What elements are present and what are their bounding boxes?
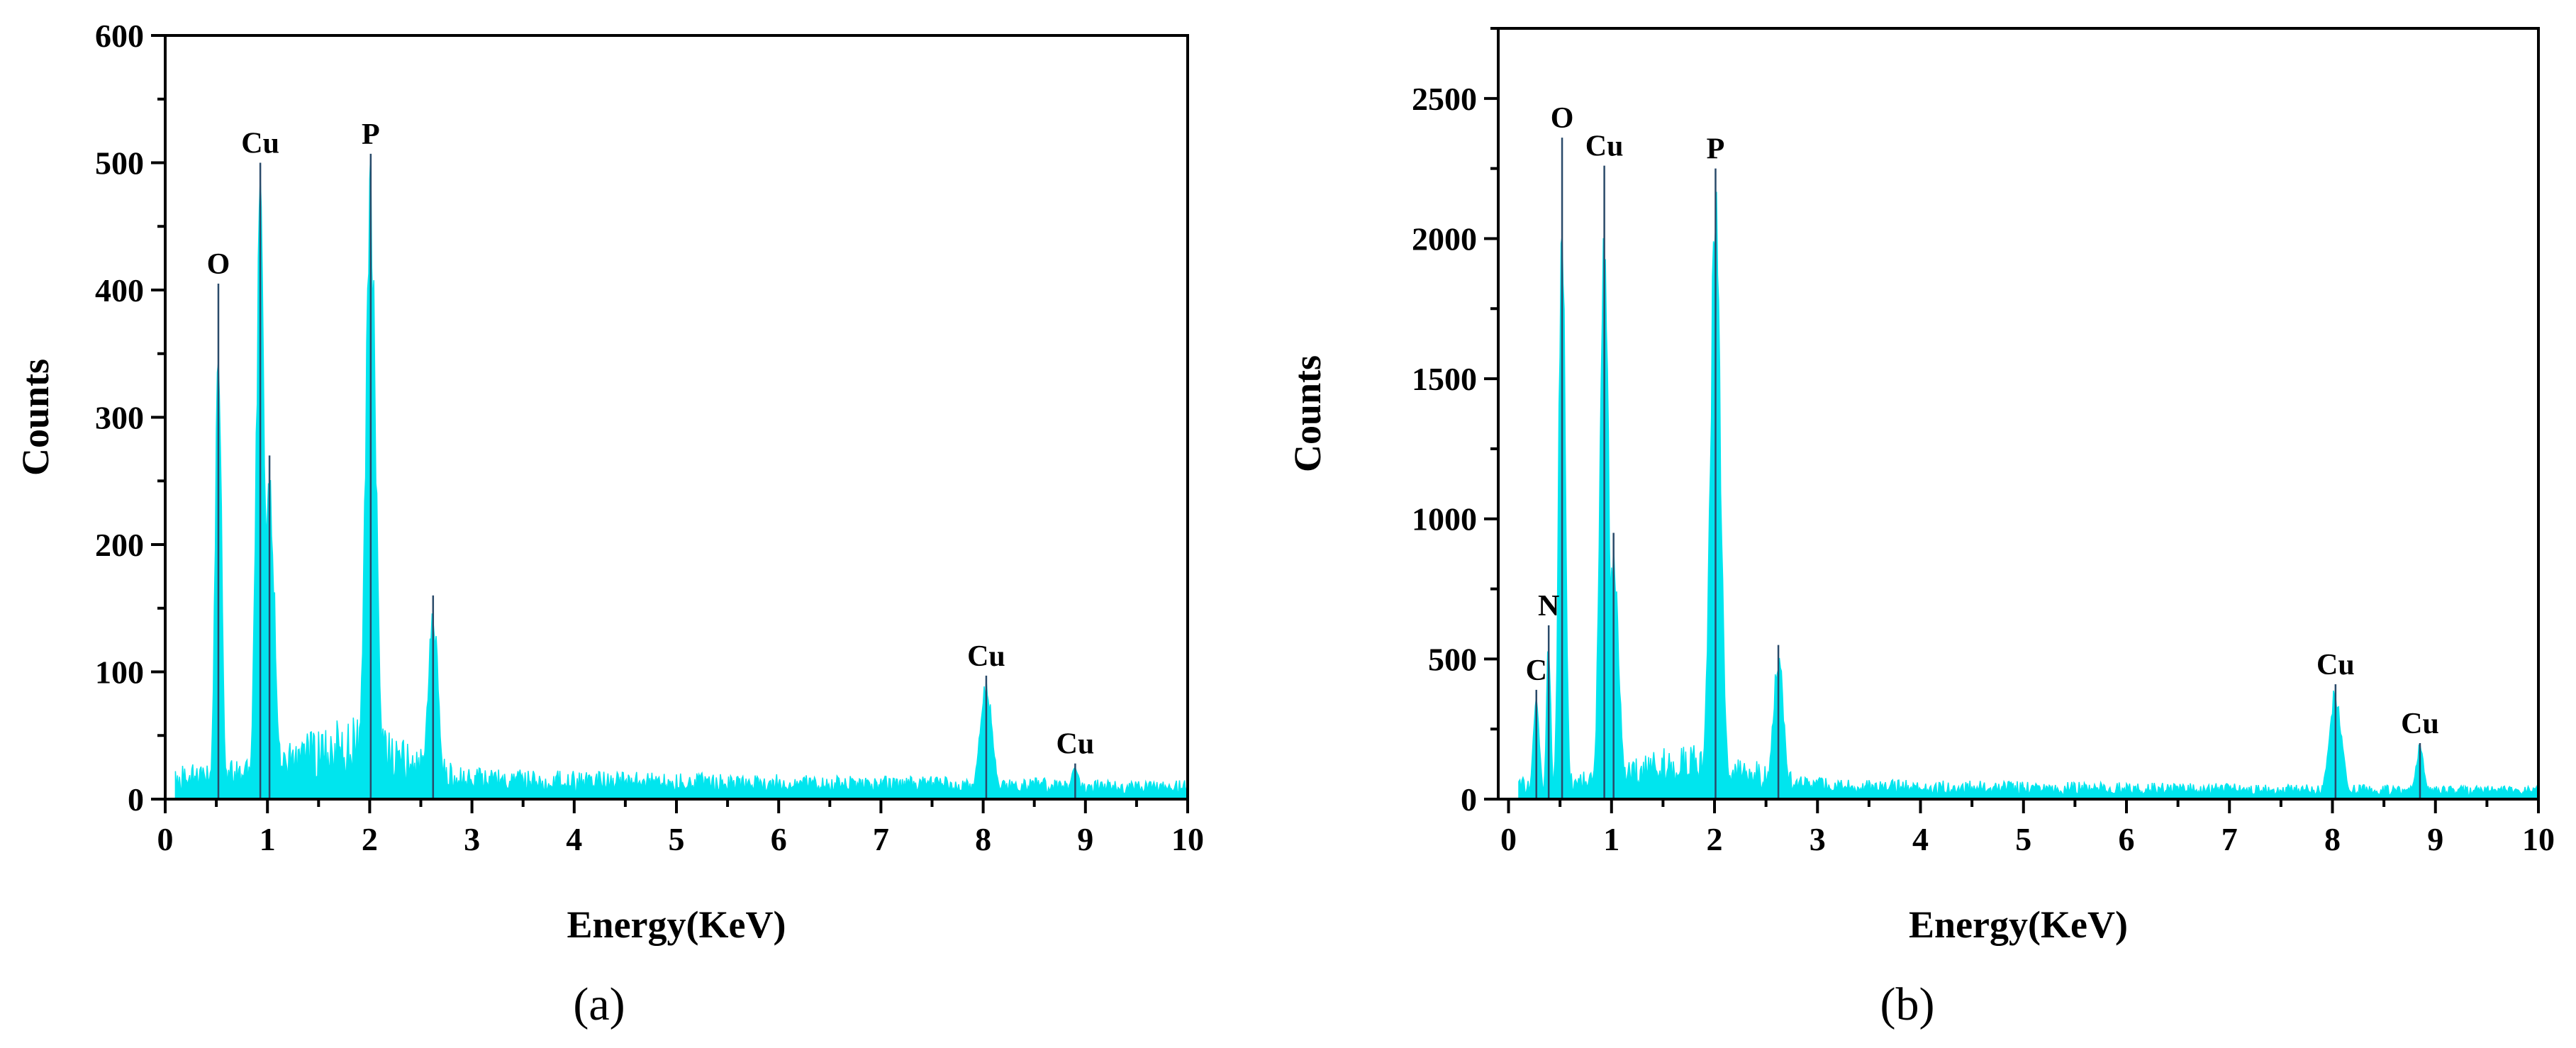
panel-label-a: (a) xyxy=(573,979,625,1030)
spectrum-area-a xyxy=(174,154,1188,800)
peak-label-b-2: O xyxy=(1551,102,1574,135)
y-tick-label-a-3: 300 xyxy=(95,400,144,436)
x-axis-title-b: Energy(KeV) xyxy=(1909,903,2128,946)
y-tick-label-a-6: 600 xyxy=(95,18,144,54)
peak-label-b-5: P xyxy=(1707,133,1725,166)
x-tick-label-a-9: 9 xyxy=(1077,821,1093,857)
x-tick-label-b-5: 5 xyxy=(2015,821,2031,857)
x-tick-label-b-10: 10 xyxy=(2522,821,2555,857)
x-tick-label-a-5: 5 xyxy=(669,821,685,857)
x-tick-label-a-4: 4 xyxy=(566,821,582,857)
y-tick-label-a-0: 0 xyxy=(128,781,144,818)
peak-label-b-0: C xyxy=(1526,654,1547,687)
x-tick-label-a-6: 6 xyxy=(771,821,787,857)
x-tick-label-b-7: 7 xyxy=(2221,821,2238,857)
x-tick-label-b-2: 2 xyxy=(1707,821,1723,857)
x-tick-label-a-2: 2 xyxy=(362,821,378,857)
panel-label-b: (b) xyxy=(1880,979,1935,1030)
x-tick-label-a-7: 7 xyxy=(873,821,889,857)
x-tick-label-b-8: 8 xyxy=(2324,821,2341,857)
x-tick-label-a-10: 10 xyxy=(1171,821,1204,857)
x-tick-label-a-0: 0 xyxy=(157,821,174,857)
peak-label-a-1: Cu xyxy=(241,128,279,160)
y-tick-label-b-1: 500 xyxy=(1428,641,1477,677)
y-tick-label-b-0: 0 xyxy=(1461,781,1477,818)
y-tick-label-a-5: 500 xyxy=(95,145,144,182)
panel-b-chart: CN O Cu P Cu Cu 0 1 2 3 4 5 6 7 8 9 10 0 500 1000 1500 2000 25… xyxy=(1286,27,2555,1030)
y-axis-title-a: Counts xyxy=(14,359,57,476)
peak-label-b-1: N xyxy=(1538,590,1559,623)
y-tick-label-b-4: 2000 xyxy=(1412,221,1477,257)
y-tick-label-b-2: 1000 xyxy=(1412,501,1477,537)
y-tick-label-b-5: 2500 xyxy=(1412,81,1477,117)
x-tick-label-b-9: 9 xyxy=(2427,821,2443,857)
y-axis-title-b: Counts xyxy=(1286,355,1329,472)
y-tick-label-b-3: 1500 xyxy=(1412,361,1477,397)
peak-label-a-3: P xyxy=(362,118,380,151)
x-tick-label-a-8: 8 xyxy=(975,821,991,857)
x-tick-label-b-3: 3 xyxy=(1810,821,1826,857)
x-tick-label-b-6: 6 xyxy=(2119,821,2135,857)
x-tick-label-b-4: 4 xyxy=(1912,821,1929,857)
x-axis-title-a: Energy(KeV) xyxy=(567,903,786,946)
peak-label-b-3: Cu xyxy=(1585,130,1624,163)
peak-label-b-7: Cu xyxy=(2316,649,2355,681)
peak-label-b-8: Cu xyxy=(2401,708,2439,740)
x-tick-label-a-3: 3 xyxy=(464,821,480,857)
axes-frame-b xyxy=(1497,27,2540,801)
peak-label-a-6: Cu xyxy=(1056,728,1095,761)
peak-label-a-5: Cu xyxy=(967,640,1005,673)
y-tick-label-a-4: 400 xyxy=(95,272,144,308)
spectrum-area-b xyxy=(1518,191,2539,800)
axes-frame-a xyxy=(164,34,1189,801)
y-tick-label-a-1: 100 xyxy=(95,654,144,691)
x-tick-label-b-1: 1 xyxy=(1603,821,1619,857)
y-tick-label-a-2: 200 xyxy=(95,527,144,563)
x-tick-label-a-1: 1 xyxy=(260,821,276,857)
peak-label-a-0: O xyxy=(207,248,230,281)
x-tick-label-b-0: 0 xyxy=(1500,821,1517,857)
